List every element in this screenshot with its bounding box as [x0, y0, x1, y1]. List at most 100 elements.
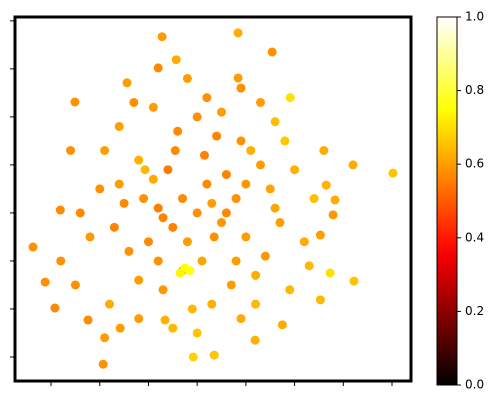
point: [388, 168, 398, 178]
point: [163, 165, 173, 175]
point: [119, 198, 129, 208]
point: [328, 210, 338, 220]
point: [153, 203, 163, 213]
point: [175, 268, 185, 278]
colorbar-tick-label: 0.0: [465, 378, 484, 392]
point: [221, 208, 231, 218]
point: [217, 107, 227, 117]
point: [285, 93, 295, 103]
axes-frame: [13, 15, 413, 383]
point: [140, 165, 150, 175]
point: [95, 184, 105, 194]
point: [148, 102, 158, 112]
colorbar-tick-label: 1.0: [465, 10, 484, 24]
point: [40, 277, 50, 287]
point: [280, 136, 290, 146]
point: [148, 174, 158, 184]
point: [28, 242, 38, 252]
point: [129, 97, 139, 107]
point: [231, 256, 241, 266]
point: [56, 256, 66, 266]
point: [319, 145, 329, 155]
point: [134, 155, 144, 165]
point: [236, 314, 246, 324]
point: [202, 93, 212, 103]
point: [75, 208, 85, 218]
point: [202, 179, 212, 189]
point: [212, 131, 222, 141]
point: [192, 208, 202, 218]
point: [285, 285, 295, 295]
point: [153, 63, 163, 73]
point: [348, 160, 358, 170]
point: [270, 117, 280, 127]
point: [182, 237, 192, 247]
point: [265, 184, 275, 194]
point: [143, 237, 153, 247]
point: [277, 320, 287, 330]
point: [241, 232, 251, 242]
point: [134, 275, 144, 285]
point: [197, 256, 207, 266]
point: [104, 299, 114, 309]
point: [115, 323, 125, 333]
point: [187, 304, 197, 314]
point: [173, 126, 183, 136]
point: [182, 73, 192, 83]
point: [168, 222, 178, 232]
point: [233, 73, 243, 83]
point: [231, 194, 241, 204]
point: [188, 352, 198, 362]
point: [325, 268, 335, 278]
point: [255, 160, 265, 170]
point: [233, 28, 243, 38]
point: [124, 246, 134, 256]
point: [98, 359, 108, 369]
point: [158, 285, 168, 295]
point: [192, 112, 202, 122]
point: [171, 55, 181, 65]
point: [321, 180, 331, 190]
point: [55, 205, 65, 215]
colorbar-tick-label: 0.2: [465, 304, 484, 318]
point: [315, 295, 325, 305]
point: [122, 78, 132, 88]
point: [309, 194, 319, 204]
colorbar-tick-label: 0.6: [465, 157, 484, 171]
point: [185, 266, 195, 276]
point: [251, 270, 261, 280]
point: [158, 213, 168, 223]
point: [330, 195, 340, 205]
point: [349, 276, 359, 286]
point: [250, 335, 260, 345]
point: [304, 261, 314, 271]
colorbar-tick-label: 0.8: [465, 83, 484, 97]
point: [139, 194, 149, 204]
point: [114, 179, 124, 189]
point: [109, 222, 119, 232]
point: [299, 237, 309, 247]
point: [207, 198, 217, 208]
point: [260, 251, 270, 261]
point: [85, 232, 95, 242]
point: [251, 299, 261, 309]
point: [114, 121, 124, 131]
point: [209, 232, 219, 242]
point: [236, 83, 246, 93]
point: [275, 218, 285, 228]
colorbar: [436, 16, 458, 386]
point: [221, 170, 231, 180]
point: [100, 333, 110, 343]
point: [236, 136, 246, 146]
point: [50, 303, 60, 313]
point: [209, 350, 219, 360]
colorbar-tick-label: 0.4: [465, 230, 484, 244]
point: [178, 194, 188, 204]
point: [153, 256, 163, 266]
point: [70, 97, 80, 107]
point: [255, 97, 265, 107]
point: [217, 218, 227, 228]
point: [70, 280, 80, 290]
point: [207, 299, 217, 309]
